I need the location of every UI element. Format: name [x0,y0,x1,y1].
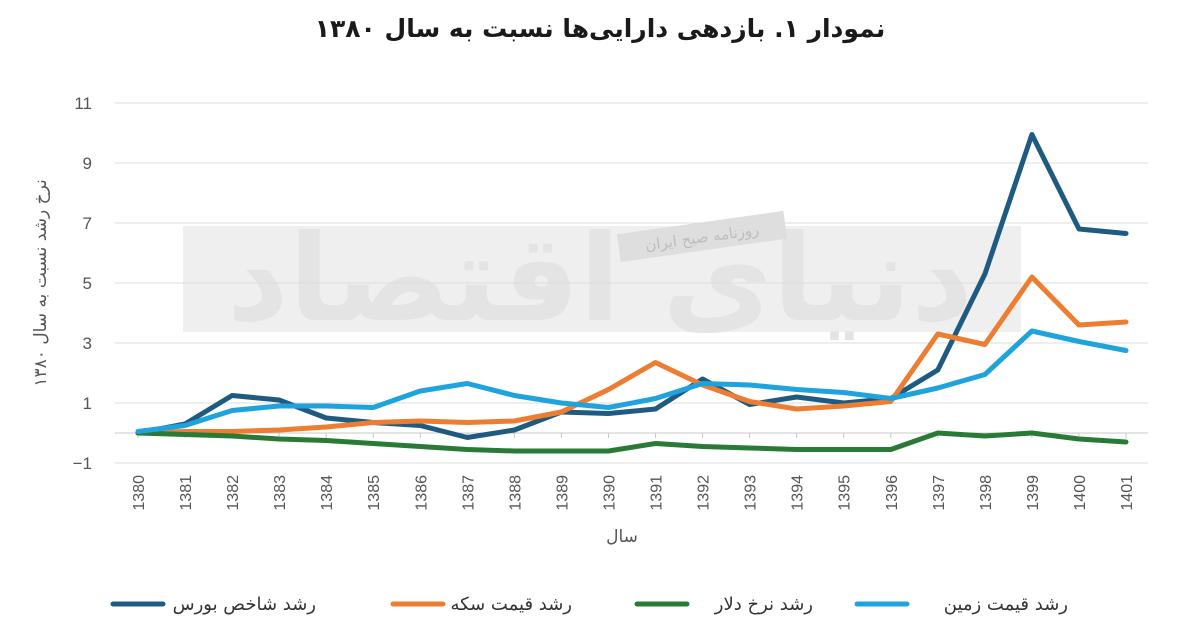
x-tick-label: 1390 [601,475,618,511]
x-axis: 1380 1381 1382 1383 1384 1385 1386 1387 1388 1389… [131,433,1136,511]
x-tick-label: 1384 [319,475,336,511]
series-line-2 [135,430,1129,454]
x-tick-label: 1395 [837,475,854,511]
y-tick-label: 3 [83,334,92,353]
y-axis: −1 1 3 5 7 9 11 [73,94,92,473]
x-tick-label: 1397 [931,475,948,511]
grid [115,102,1148,464]
legend-label-2: رشد نرخ دلار [714,594,813,615]
y-tick-label: 5 [83,274,92,293]
x-tick-label: 1381 [178,475,195,511]
x-tick-label: 1383 [272,475,289,511]
x-tick-label: 1393 [743,475,760,511]
y-tick-label: 1 [83,394,92,413]
series-line-0 [135,132,1129,440]
x-tick-label: 1388 [507,475,524,511]
watermark-band [183,226,1021,332]
x-axis-label: سال [606,527,638,547]
x-tick-label: 1399 [1025,475,1042,511]
legend: رشد شاخص بورس رشد قیمت سکه رشد نرخ دلار رشد… [110,594,1068,615]
x-tick-label: 1387 [460,475,477,511]
x-tick-label: 1392 [696,475,713,511]
series-group [135,132,1129,454]
legend-label-1: رشد قیمت سکه [451,594,572,615]
series-line-1 [135,274,1129,436]
x-tick-label: 1380 [131,475,148,511]
watermark: دنیای اقتصاد روزنامه صبح ایران [183,210,1021,349]
x-tick-label: 1394 [790,475,807,511]
legend-label-3: رشد قیمت زمین [944,594,1068,615]
x-tick-label: 1401 [1119,475,1136,511]
x-tick-label: 1386 [413,475,430,511]
x-tick-label: 1396 [884,475,901,511]
watermark-logo: دنیای اقتصاد [227,210,973,349]
y-tick-label: 7 [83,214,92,233]
y-tick-label: −1 [73,454,92,473]
x-tick-label: 1400 [1072,475,1089,511]
x-tick-label: 1385 [366,475,383,511]
x-tick-label: 1391 [649,475,666,511]
y-axis-label: نرخ رشد نسبت به سال ۱۳۸۰ [31,179,51,386]
chart-title: نمودار ۱. بازدهی دارایی‌ها نسبت به سال ۱… [314,14,886,43]
y-tick-label: 9 [83,154,92,173]
x-tick-label: 1398 [978,475,995,511]
x-tick-label: 1382 [225,475,242,511]
legend-label-0: رشد شاخص بورس [173,594,316,615]
y-tick-label: 11 [74,94,92,113]
x-tick-label: 1389 [554,475,571,511]
series-line-3 [135,328,1129,434]
